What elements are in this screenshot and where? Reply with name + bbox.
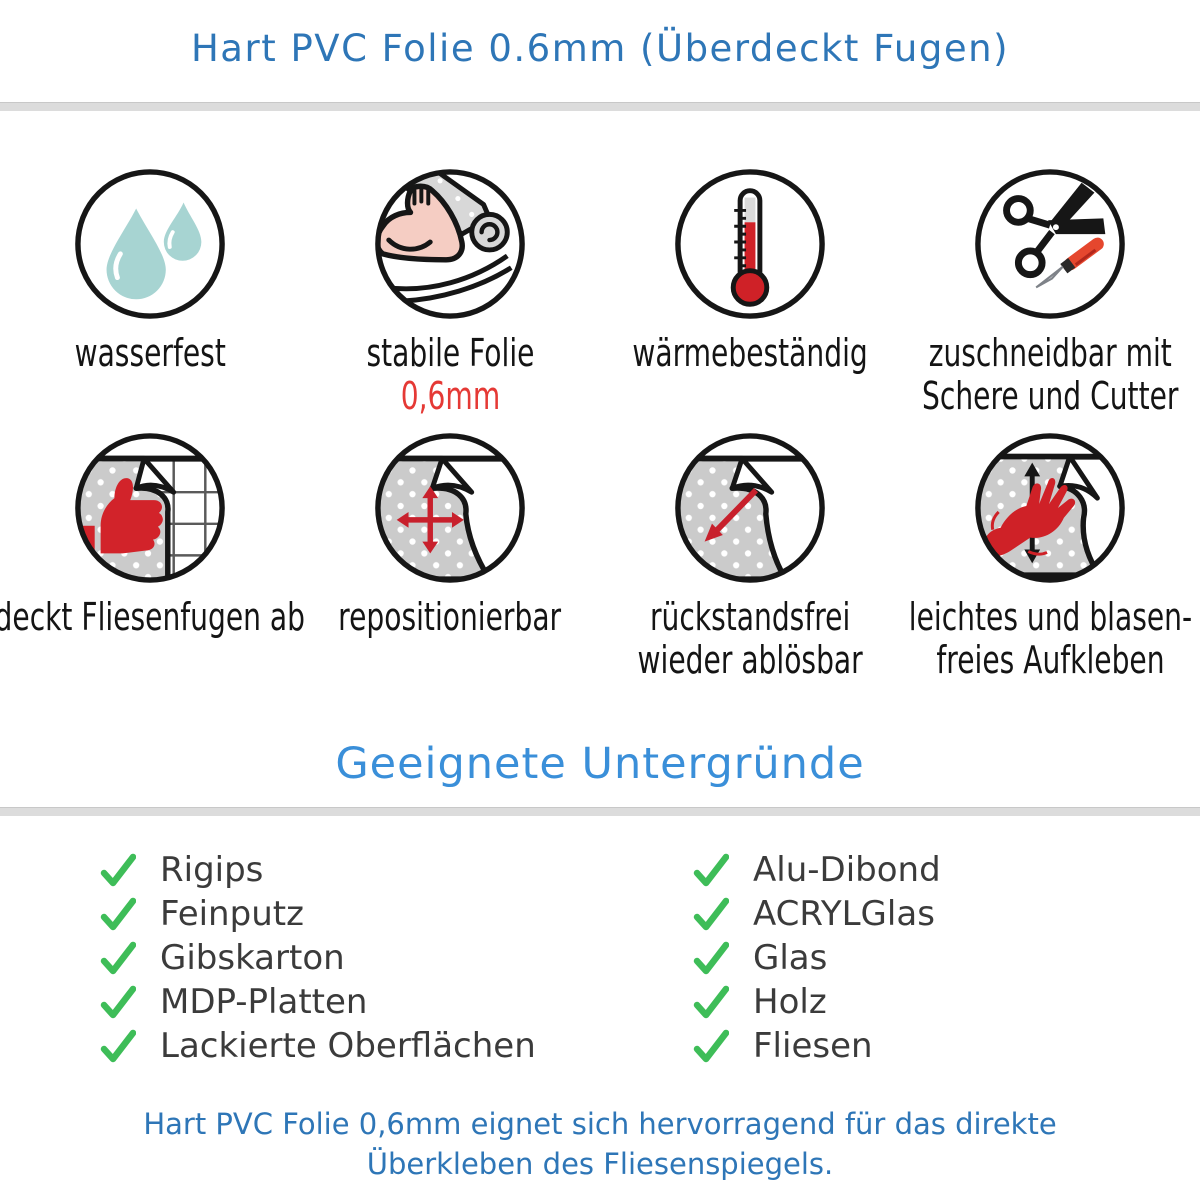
surfaces-lists: Rigips Feinputz Gibskarton MDP-Platten L… — [0, 850, 1200, 1070]
footer-line: Hart PVC Folie 0,6mm eignet sich hervorr… — [143, 1107, 1057, 1142]
green-check-icon — [693, 897, 729, 931]
feature-covers-tile-joints: deckt Fliesenfugen ab — [0, 429, 305, 681]
feature-caption: wärmebeständig — [632, 331, 868, 375]
feature-caption: leichtes und blasen- freies Aufkleben — [908, 595, 1192, 682]
feature-heat-resistant: wärmebeständig — [600, 165, 900, 429]
list-item: Gibskarton — [100, 938, 620, 978]
thumbs-up-tile-icon — [75, 433, 225, 583]
feature-residue-free: rückstandsfrei wieder ablösbar — [600, 429, 900, 681]
feature-repositionable: repositionierbar — [300, 429, 600, 681]
green-check-icon — [100, 985, 136, 1019]
feature-caption: rückstandsfrei wieder ablösbar — [637, 595, 863, 682]
green-check-icon — [693, 1029, 729, 1063]
surface-label: Fliesen — [753, 1026, 873, 1067]
green-check-icon — [100, 853, 136, 887]
peel-off-arrow-icon — [675, 433, 825, 583]
footer-note: Hart PVC Folie 0,6mm eignet sich hervorr… — [0, 1104, 1200, 1184]
divider-bar — [0, 807, 1200, 817]
green-check-icon — [693, 985, 729, 1019]
surface-label: Holz — [753, 982, 827, 1023]
hand-smoothing-icon — [975, 433, 1125, 583]
list-item: Lackierte Oberflächen — [100, 1026, 620, 1066]
list-item: Feinputz — [100, 894, 620, 934]
feature-waterproof: wasserfest — [0, 165, 300, 429]
product-title: Hart PVC Folie 0.6mm (Überdeckt Fugen) — [190, 27, 1010, 70]
surface-list-left: Rigips Feinputz Gibskarton MDP-Platten L… — [100, 850, 620, 1070]
list-item: ACRYLGlas — [693, 894, 941, 934]
list-item: Glas — [693, 938, 941, 978]
list-item: Holz — [693, 982, 941, 1022]
surface-label: Gibskarton — [160, 938, 345, 979]
surface-label: Alu-Dibond — [753, 850, 941, 891]
surface-label: Feinputz — [160, 894, 304, 935]
feature-easy-application: leichtes und blasen- freies Aufkleben — [900, 429, 1200, 681]
surface-label: ACRYLGlas — [753, 894, 935, 935]
green-check-icon — [100, 941, 136, 975]
surface-label: Rigips — [160, 850, 264, 891]
green-check-icon — [100, 1029, 136, 1063]
feature-stable-foil: stabile Folie 0,6mm — [300, 165, 600, 429]
muscle-arm-foil-icon — [375, 169, 525, 319]
list-item: Alu-Dibond — [693, 850, 941, 890]
thickness-highlight: 0,6mm — [400, 373, 500, 418]
feature-caption: repositionierbar — [338, 595, 562, 639]
feature-caption: zuschneidbar mit Schere und Cutter — [921, 331, 1179, 418]
surface-list-right: Alu-Dibond ACRYLGlas Glas Holz Fliesen — [693, 850, 941, 1070]
feature-caption: deckt Fliesenfugen ab — [0, 595, 306, 639]
scissors-and-cutter-icon — [975, 169, 1125, 319]
green-check-icon — [100, 897, 136, 931]
green-check-icon — [693, 853, 729, 887]
features-grid: wasserfest stabile Folie 0,6mm — [0, 165, 1200, 681]
page-root: { "title": "Hart PVC Folie 0.6mm (Überde… — [0, 27, 1200, 1200]
surface-label: Glas — [753, 938, 828, 979]
feature-cuttable: zuschneidbar mit Schere und Cutter — [900, 165, 1200, 429]
surface-label: MDP-Platten — [160, 982, 368, 1023]
list-item: Fliesen — [693, 1026, 941, 1066]
thermometer-icon — [675, 169, 825, 319]
divider-bar — [0, 102, 1200, 111]
green-check-icon — [693, 941, 729, 975]
surfaces-heading: Geeignete Untergründe — [335, 739, 865, 790]
list-item: MDP-Platten — [100, 982, 620, 1022]
move-arrows-foil-icon — [375, 433, 525, 583]
water-drops-icon — [75, 169, 225, 319]
feature-caption: stabile Folie 0,6mm — [366, 331, 534, 418]
surface-label: Lackierte Oberflächen — [160, 1026, 536, 1067]
footer-line: Überkleben des Fliesenspiegels. — [366, 1147, 834, 1182]
list-item: Rigips — [100, 850, 620, 890]
feature-caption: wasserfest — [74, 331, 226, 375]
